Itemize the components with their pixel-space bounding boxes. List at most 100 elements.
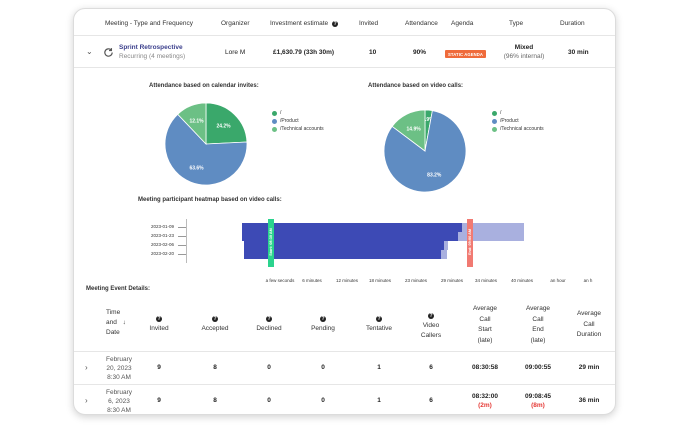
heatmap-start-marker-label: Start: 08:30 AM	[269, 228, 273, 256]
pie-video-title: Attendance based on video calls:	[368, 83, 464, 89]
chevron-right-icon[interactable]: ›	[85, 363, 88, 372]
pie-calendar-legend: / /Product/Technical accounts	[272, 109, 324, 133]
sort-arrow-icon[interactable]: ↓	[122, 319, 126, 326]
legend-dot-icon	[272, 118, 277, 124]
heatmap-x-tick: 40 minutes	[510, 278, 533, 283]
header-time-l3: Date	[106, 329, 120, 336]
header-agenda: Agenda	[451, 20, 474, 27]
pie-calendar-title: Attendance based on calendar invites:	[149, 83, 259, 89]
legend-item[interactable]: /Product	[492, 117, 544, 125]
header-dur-l2: Call	[583, 320, 595, 328]
heatmap-row-tick	[178, 227, 186, 228]
header-start-l1: Average	[472, 305, 498, 312]
event-avg-duration: 29 min	[578, 364, 600, 371]
duration-value: 30 min	[568, 49, 589, 56]
chevron-right-icon[interactable]: ›	[85, 396, 88, 405]
event-avg-start: 08:32:00	[471, 393, 499, 400]
invited-value: 10	[369, 49, 377, 56]
info-icon[interactable]: ?	[212, 316, 218, 322]
legend-item[interactable]: /	[492, 109, 544, 117]
legend-label: /	[500, 110, 502, 116]
info-icon[interactable]: ?	[376, 316, 382, 322]
legend-item[interactable]: /	[272, 109, 324, 117]
event-date-line: February	[105, 389, 132, 396]
header-dur-l3: Duration	[576, 331, 602, 338]
event-avg-end: 09:08:45	[524, 393, 552, 400]
heatmap-x-tick: 29 minutes	[440, 278, 463, 283]
header-duration-col: Average Call Duration	[570, 309, 608, 341]
event-tentative: 1	[377, 397, 381, 404]
header-declined-col: ? Declined	[252, 315, 286, 332]
heatmap-chart: 2023-01-09 2023-01-23 2023-02-06 2023-02-20…	[134, 219, 592, 293]
pie-slice-label: 24.2%	[216, 124, 231, 130]
heatmap-y-axis	[186, 219, 187, 263]
info-icon[interactable]: ?	[320, 316, 326, 322]
chevron-down-icon[interactable]: ⌄	[86, 47, 93, 56]
header-end-l4: (late)	[530, 336, 546, 344]
pie-video-legend: / /Product/Technical accounts	[492, 109, 544, 133]
info-icon[interactable]: ?	[332, 20, 339, 27]
meeting-analytics-card: Meeting - Type and Frequency Organizer I…	[73, 8, 616, 415]
divider	[74, 384, 615, 385]
table-row[interactable]: › February 6, 2023 8:30 AM 9 8 0 0 1 6 08:32:00 (2m…	[74, 385, 615, 414]
header-start-l4: (late)	[477, 336, 493, 344]
legend-label: /Technical accounts	[500, 126, 544, 132]
header-end-col: Average Call End (late)	[520, 304, 556, 346]
info-icon[interactable]: ?	[156, 316, 162, 322]
pie-slice[interactable]	[177, 102, 207, 145]
heatmap-date-label: 2023-01-23	[150, 233, 174, 238]
header-start-l2: Call	[479, 315, 491, 323]
legend-dot-icon	[492, 110, 497, 116]
header-organizer: Organizer	[221, 20, 250, 27]
info-icon[interactable]: ?	[428, 313, 434, 319]
event-date: February 20, 2023 8:30 AM	[98, 355, 140, 382]
attendance-value: 90%	[413, 49, 427, 56]
heatmap-x-tick: an hour	[550, 278, 566, 283]
pie-slice[interactable]	[391, 109, 426, 152]
header-video-l1: Video	[422, 322, 440, 329]
heatmap-start-marker: Start: 08:30 AM	[268, 219, 274, 267]
header-tentative-label: Tentative	[365, 325, 393, 332]
pie-slice[interactable]	[205, 102, 248, 145]
legend-label: /	[280, 110, 282, 116]
header-dur-l1: Average	[576, 310, 602, 317]
legend-item[interactable]: /Product	[272, 117, 324, 125]
heatmap-x-tick: a few seconds	[265, 278, 295, 283]
meeting-title-link[interactable]: Sprint Retrospective	[119, 44, 183, 51]
event-invited: 9	[157, 364, 161, 371]
event-avg-start: 08:30:58	[471, 364, 499, 371]
divider	[74, 35, 615, 36]
event-declined: 0	[267, 364, 271, 371]
pie-slice-label: 14.9%	[407, 126, 422, 132]
header-end-l1: Average	[525, 305, 551, 312]
event-date-line: 8:30 AM	[107, 407, 131, 414]
pie-slice[interactable]	[164, 113, 248, 186]
legend-dot-icon	[272, 110, 277, 116]
type-value: Mixed	[514, 44, 534, 51]
legend-dot-icon	[492, 118, 497, 124]
table-row[interactable]: › February 20, 2023 8:30 AM 9 8 0 0 1 6 08:30:58 09…	[74, 352, 615, 385]
legend-item[interactable]: /Technical accounts	[272, 125, 324, 133]
events-header-row: Time and ↓ Date ? Invited ? Accepted ? D…	[74, 301, 615, 351]
heatmap-x-tick: 34 minutes	[474, 278, 497, 283]
header-time-date[interactable]: Time and ↓ Date	[106, 308, 126, 338]
header-meeting: Meeting - Type and Frequency	[105, 20, 194, 27]
header-invited: Invited	[359, 20, 379, 27]
event-avg-duration: 36 min	[578, 397, 600, 404]
heatmap-row-tick	[178, 236, 186, 237]
header-end-l3: End	[532, 326, 544, 333]
heatmap-x-tick: 23 minutes	[404, 278, 427, 283]
header-tentative-col: ? Tentative	[361, 315, 397, 332]
event-video-callers: 6	[429, 397, 433, 404]
legend-item[interactable]: /Technical accounts	[492, 125, 544, 133]
type-subtext: (96% internal)	[503, 53, 545, 60]
legend-label: /Product	[500, 118, 519, 124]
info-icon[interactable]: ?	[266, 316, 272, 322]
legend-dot-icon	[492, 126, 497, 132]
agenda-badge: STATIC AGENDA	[445, 50, 486, 58]
event-avg-end-late: (8m)	[531, 402, 545, 409]
event-date-line: February	[105, 356, 132, 363]
pie-slice-label: 83.2%	[427, 173, 442, 179]
event-avg-end: 09:00:55	[524, 364, 552, 371]
header-duration: Duration	[560, 20, 585, 27]
